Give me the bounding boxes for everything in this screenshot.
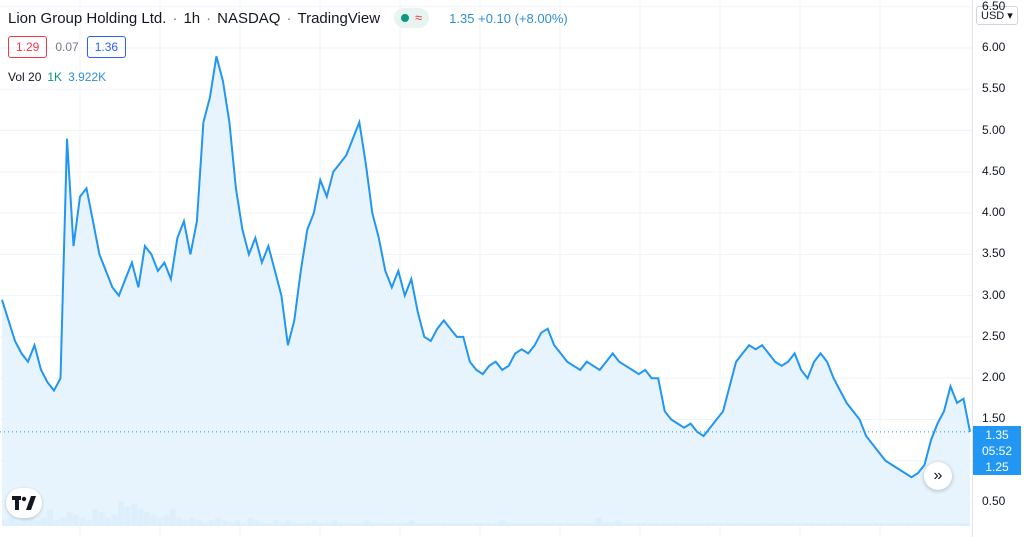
live-dot-icon — [401, 14, 410, 22]
price-axis[interactable] — [972, 0, 1024, 537]
low-price-tag: 1.25 — [973, 459, 1021, 475]
scroll-to-realtime-button[interactable]: » — [924, 462, 952, 490]
y-tick-label: 2.50 — [982, 328, 1006, 343]
y-tick-label: 5.50 — [982, 81, 1006, 96]
change-value: +0.10 — [478, 10, 512, 26]
source-label: TradingView — [297, 9, 381, 27]
approx-wave-icon: ≈ — [415, 10, 423, 25]
last-price-tag: 1.35 05:52 — [973, 426, 1021, 461]
ask-price-box[interactable]: 1.36 — [86, 36, 127, 58]
separator: · — [286, 9, 292, 27]
price-chart[interactable] — [0, 0, 972, 537]
price-area-fill — [2, 56, 970, 527]
last-price-label: 1.35 — [985, 428, 1009, 442]
currency-label: USD — [981, 10, 1005, 22]
y-tick-label: 4.50 — [982, 163, 1006, 178]
y-tick-label: 1.50 — [982, 411, 1006, 426]
volume-label: Vol 20 — [8, 70, 42, 84]
y-tick-label: 6.50 — [982, 0, 1006, 13]
symbol-header: Lion Group Holding Ltd. · 1h · NASDAQ · … — [8, 8, 568, 28]
double-chevron-right-icon: » — [933, 467, 943, 484]
price-change: 1.35 +0.10 (+8.00%) — [449, 11, 568, 26]
spread-value: 0.07 — [55, 40, 79, 54]
chevron-down-icon: ▾ — [1007, 10, 1013, 22]
tradingview-logo-icon — [12, 496, 36, 510]
price-line — [1, 56, 971, 479]
y-tick-label: 2.00 — [982, 370, 1006, 385]
y-tick-label: 3.00 — [982, 287, 1006, 302]
y-tick-label: 3.50 — [982, 246, 1006, 261]
exchange-label: NASDAQ — [217, 9, 281, 27]
symbol-name[interactable]: Lion Group Holding Ltd. — [8, 9, 167, 27]
countdown-label: 05:52 — [981, 444, 1013, 458]
currency-button[interactable]: USD ▾ — [976, 6, 1018, 25]
y-tick-label: 5.00 — [982, 122, 1006, 137]
change-percent: (+8.00%) — [514, 10, 568, 26]
y-tick-label: 6.00 — [982, 40, 1006, 54]
y-tick-label: 4.00 — [982, 205, 1006, 220]
bid-price-box[interactable]: 1.29 — [8, 36, 48, 58]
volume-value: 3.922K — [68, 70, 107, 84]
tradingview-logo[interactable] — [6, 488, 42, 518]
volume-period: 1K — [47, 70, 63, 84]
separator: · — [172, 9, 178, 27]
last-price-value: 1.35 — [449, 10, 475, 26]
y-tick-label: 0.50 — [982, 494, 1006, 508]
market-status-badge[interactable]: ≈ — [394, 8, 430, 28]
volume-legend[interactable]: Vol 20 1K 3.922K — [8, 70, 106, 84]
separator: · — [206, 9, 212, 27]
bid-ask-row: 1.29 0.07 1.36 — [8, 36, 127, 58]
interval-label[interactable]: 1h — [183, 9, 201, 27]
